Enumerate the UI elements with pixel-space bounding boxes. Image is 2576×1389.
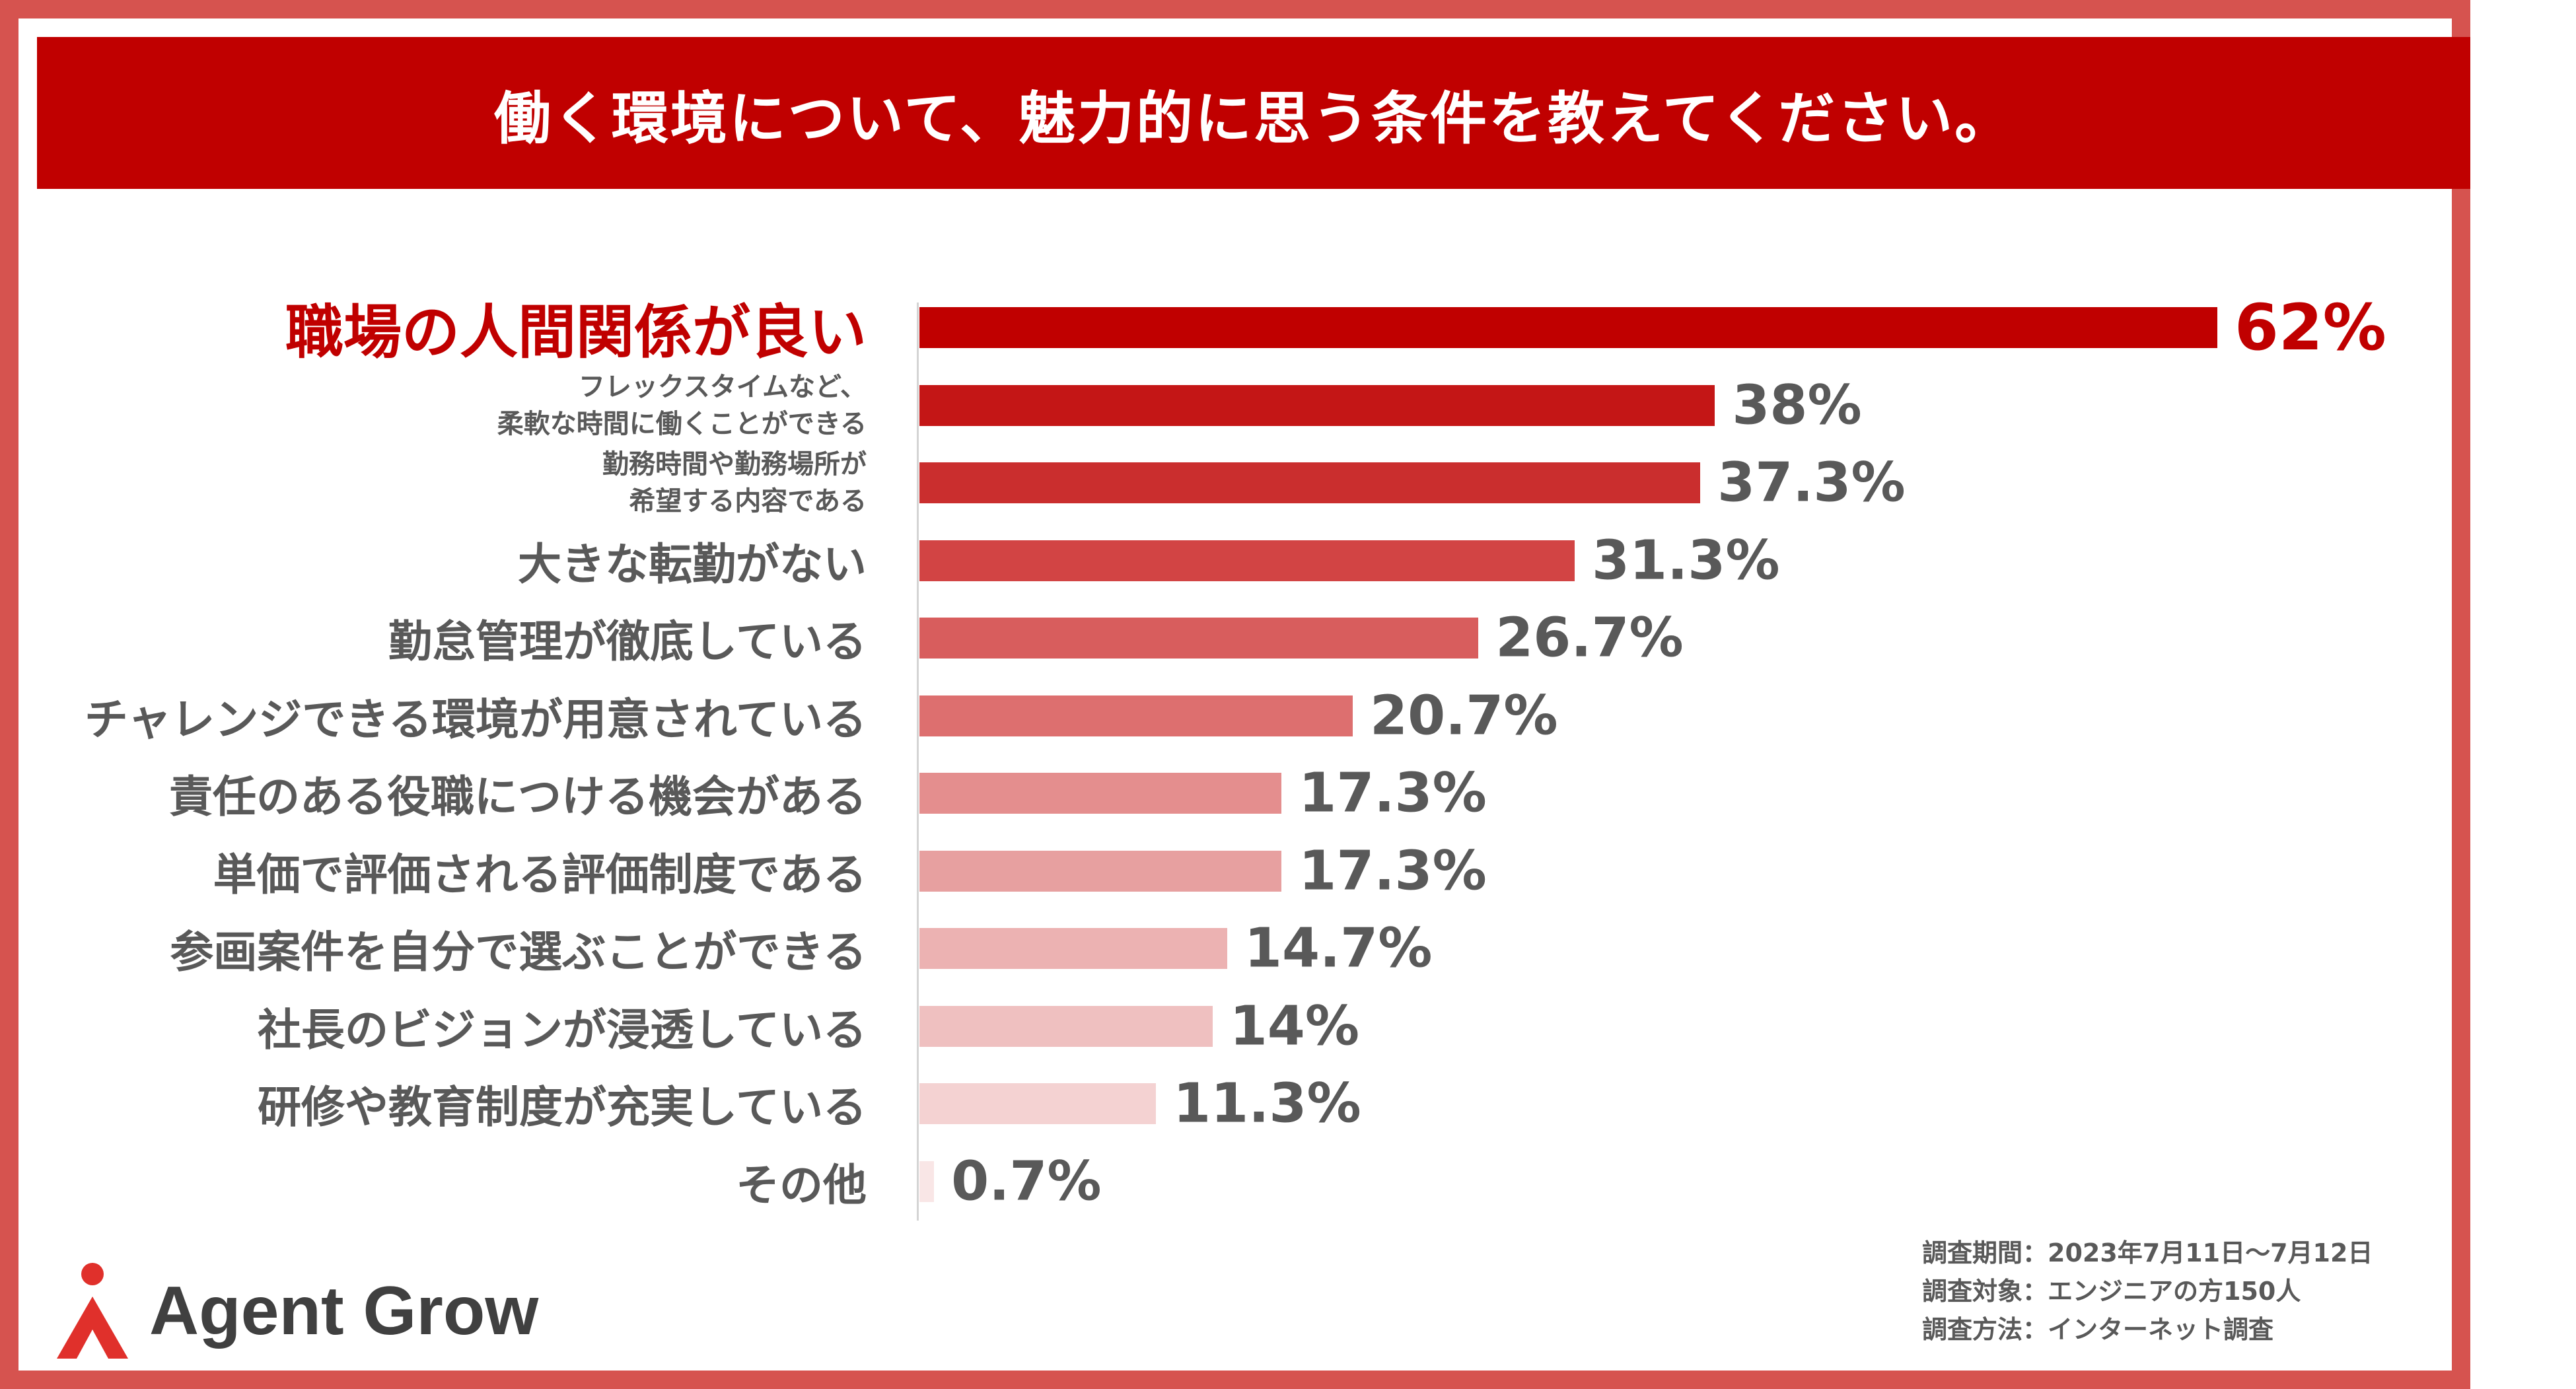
chart-title: 働く環境について、魅力的に思う条件を教えてください。 xyxy=(493,85,2014,152)
category-label-line: 勤務時間や勤務場所が xyxy=(602,449,867,480)
survey-footnote: 調査期間：2023年7月11日〜7月12日 調査対象：エンジニアの方150人 調… xyxy=(1922,1234,2373,1349)
bar xyxy=(919,850,1282,892)
category-label-line: 希望する内容である xyxy=(629,486,867,516)
value-label: 38% xyxy=(1732,374,1862,437)
category-label-line: 勤怠管理が徹底している xyxy=(388,616,867,667)
category-label-line: 参画案件を自分で選ぶことができる xyxy=(170,927,867,978)
bar xyxy=(919,695,1353,736)
value-label: 14% xyxy=(1229,995,1359,1057)
value-label: 11.3% xyxy=(1173,1072,1361,1135)
category-label-line: フレックスタイムなど、 xyxy=(579,371,867,402)
category-label-line: 大きな転勤がない xyxy=(518,538,867,590)
value-label: 20.7% xyxy=(1370,684,1558,747)
bar xyxy=(919,618,1479,659)
category-label: 大きな転勤がない xyxy=(518,529,867,592)
bar xyxy=(919,462,1701,503)
category-label: 社長のビジョンが浸透している xyxy=(258,995,867,1058)
category-label-line: 単価で評価される評価制度である xyxy=(213,849,867,900)
category-label: 職場の人間関係が良い xyxy=(285,286,867,370)
category-label: 責任のある役職につける機会がある xyxy=(169,762,867,825)
value-label: 26.7% xyxy=(1495,606,1684,670)
category-label-line: 職場の人間関係が良い xyxy=(285,298,867,367)
value-label: 14.7% xyxy=(1244,917,1433,980)
category-label: 勤怠管理が徹底している xyxy=(388,606,867,670)
bar xyxy=(919,928,1227,969)
category-label: 参画案件を自分で選ぶことができる xyxy=(170,917,867,980)
bar xyxy=(919,540,1575,581)
category-label-line: 研修や教育制度が充実している xyxy=(257,1082,867,1133)
logo-text: Agent Grow xyxy=(149,1272,539,1349)
category-label-line: 責任のある役職につける機会がある xyxy=(169,771,867,822)
bar xyxy=(919,1005,1213,1047)
survey-target: 調査対象：エンジニアの方150人 xyxy=(1922,1277,2301,1306)
category-label: チャレンジできる環境が用意されている xyxy=(85,684,867,748)
category-label: 研修や教育制度が充実している xyxy=(258,1072,867,1135)
category-label-line: チャレンジできる環境が用意されている xyxy=(84,694,867,745)
category-label-line: 柔軟な時間に働くことができる xyxy=(497,408,867,439)
bar xyxy=(919,1083,1157,1124)
bar xyxy=(919,773,1282,814)
value-label: 37.3% xyxy=(1717,451,1906,515)
category-label: 勤務時間や勤務場所が希望する内容である xyxy=(602,446,867,520)
slide-frame: 働く環境について、魅力的に思う条件を教えてください。 xyxy=(0,0,2470,1389)
bar xyxy=(919,307,2217,348)
category-axis-line xyxy=(917,303,919,1221)
bar xyxy=(919,384,1715,426)
bar xyxy=(919,1160,935,1202)
brand-logo: Agent Grow xyxy=(53,1258,538,1364)
category-label: 単価で評価される評価制度である xyxy=(213,839,867,903)
survey-period: 調査期間：2023年7月11日〜7月12日 xyxy=(1922,1238,2373,1267)
agent-grow-logo-icon xyxy=(57,1263,128,1359)
survey-method: 調査方法：インターネット調査 xyxy=(1922,1315,2274,1344)
category-label: フレックスタイムなど、柔軟な時間に働くことができる xyxy=(497,369,867,443)
category-label-line: その他 xyxy=(736,1159,867,1211)
category-label-line: 社長のビジョンが浸透している xyxy=(257,1004,867,1055)
value-label: 62% xyxy=(2235,291,2386,365)
value-label: 0.7% xyxy=(951,1150,1102,1213)
value-label: 31.3% xyxy=(1592,529,1780,592)
value-label: 17.3% xyxy=(1299,839,1487,902)
category-label: その他 xyxy=(736,1150,867,1213)
title-banner: 働く環境について、魅力的に思う条件を教えてください。 xyxy=(37,37,2470,189)
value-label: 17.3% xyxy=(1299,762,1487,825)
